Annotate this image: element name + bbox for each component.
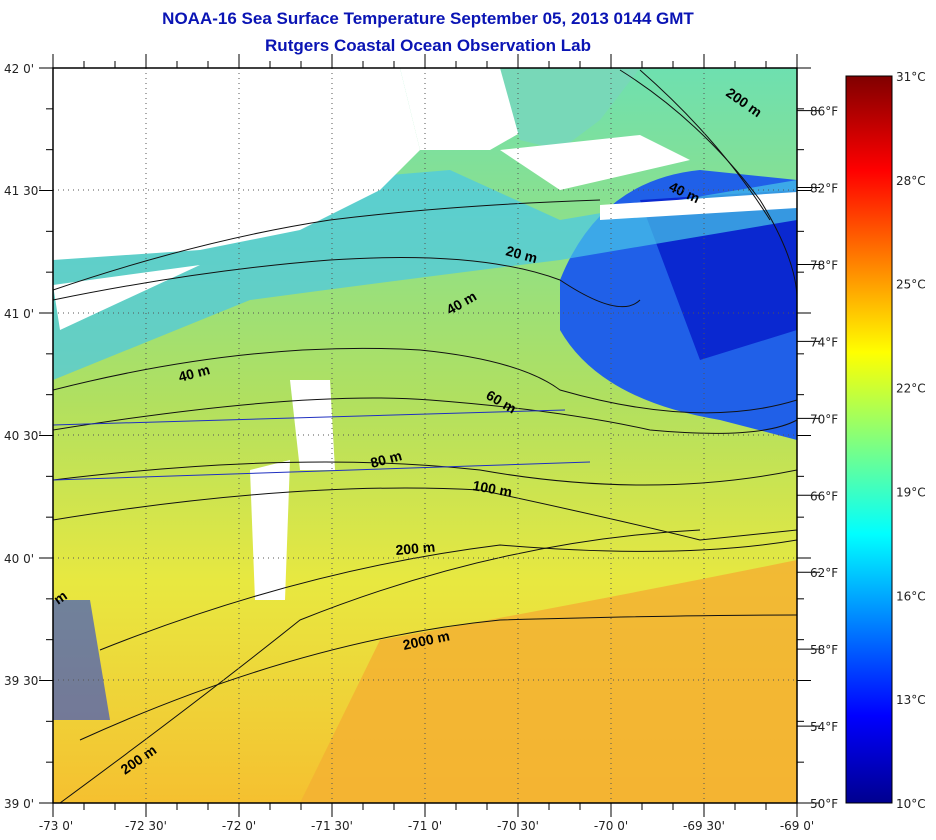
- contour-label: 80 m: [369, 447, 404, 471]
- contour-label: 40 m: [177, 361, 212, 385]
- colorbar-fahrenheit-label: 86°F: [810, 105, 838, 119]
- colorbar-celsius-label: 19°C: [896, 485, 926, 499]
- colorbar-celsius-label: 31°C: [896, 70, 926, 84]
- colorbar-fahrenheit-label: 50°F: [810, 797, 838, 811]
- colorbar-fahrenheit-label: 78°F: [810, 258, 838, 272]
- lon-label: -72 30': [125, 819, 167, 833]
- lon-label: -70 30': [497, 819, 539, 833]
- colorbar-fahrenheit-label: 82°F: [810, 182, 838, 196]
- lon-label: -71 30': [311, 819, 353, 833]
- lat-label: 41 0': [4, 307, 34, 321]
- colorbar-fahrenheit-label: 66°F: [810, 489, 838, 503]
- colorbar-celsius-label: 13°C: [896, 693, 926, 707]
- lat-label: 42 0': [4, 62, 34, 76]
- contour-label: 200 m: [395, 539, 436, 558]
- colorbar-celsius-label: 22°C: [896, 382, 926, 396]
- lon-axis: -73 0' -72 30' -72 0' -71 30' -71 0' -70…: [39, 819, 814, 833]
- lat-label: 40 0': [4, 552, 34, 566]
- contour-label: 20 m: [504, 242, 539, 266]
- colorbar: [845, 75, 893, 804]
- axis-ticks: [39, 54, 811, 817]
- lon-label: -69 30': [683, 819, 725, 833]
- graticule: [53, 68, 797, 803]
- colorbar-fahrenheit-label: 54°F: [810, 720, 838, 734]
- colorbar-celsius-label: 25°C: [896, 278, 926, 292]
- colorbar-fahrenheit-label: 58°F: [810, 643, 838, 657]
- lon-label: -72 0': [222, 819, 256, 833]
- chart-title: NOAA-16 Sea Surface Temperature Septembe…: [162, 9, 694, 28]
- colorbar-fahrenheit-label: 74°F: [810, 335, 838, 349]
- lon-label: -69 0': [780, 819, 814, 833]
- lon-label: -71 0': [408, 819, 442, 833]
- lat-axis: 42 0' 41 30' 41 0' 40 30' 40 0' 39 30' 3…: [4, 62, 42, 811]
- colorbar-celsius-label: 10°C: [896, 797, 926, 811]
- colorbar-fahrenheit-label: 70°F: [810, 412, 838, 426]
- lon-label: -70 0': [594, 819, 628, 833]
- colorbar-celsius-labels: 31°C 28°C 25°C 22°C 19°C 16°C 13°C 10°C: [896, 70, 926, 811]
- lat-label: 39 30': [4, 674, 42, 688]
- lat-label: 39 0': [4, 797, 34, 811]
- colorbar-fahrenheit-label: 62°F: [810, 566, 838, 580]
- colorbar-fahrenheit-labels: 86°F 82°F 78°F 74°F 70°F 66°F 62°F 58°F 54°F 50°F: [797, 105, 838, 811]
- lon-label: -73 0': [39, 819, 73, 833]
- lat-label: 40 30': [4, 429, 42, 443]
- lat-label: 41 30': [4, 184, 42, 198]
- contour-label: 100 m: [471, 477, 513, 500]
- colorbar-celsius-label: 28°C: [896, 174, 926, 188]
- colorbar-celsius-label: 16°C: [896, 589, 926, 603]
- chart-subtitle: Rutgers Coastal Ocean Observation Lab: [265, 36, 591, 55]
